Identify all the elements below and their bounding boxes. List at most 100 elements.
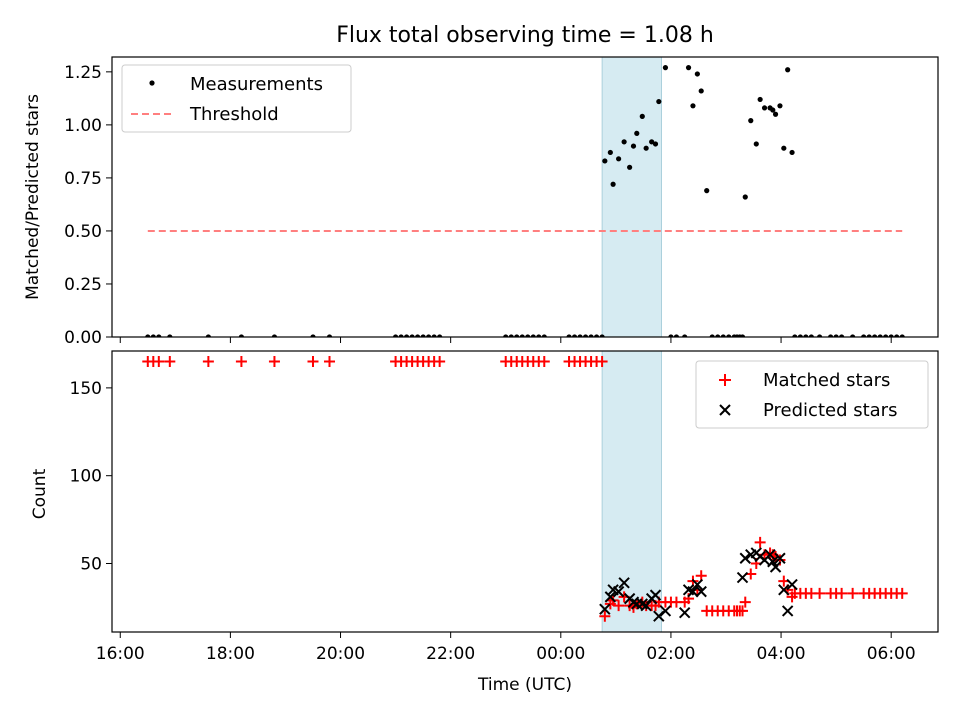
bottom-predicted-layer — [599, 547, 798, 622]
measurement-point — [621, 139, 627, 145]
measurement-point — [690, 103, 696, 109]
measurement-point — [850, 334, 856, 337]
bottom-y-ticks-label-0: 50 — [80, 555, 102, 575]
matched-star-marker — [737, 605, 749, 617]
measurement-point — [156, 334, 162, 337]
measurement-point — [704, 188, 710, 194]
measurement-point — [739, 334, 746, 337]
bottom-ylabel: Count — [30, 468, 50, 519]
top-legend: Measurements Threshold — [121, 64, 352, 133]
top-y-ticks-label-1: 0.25 — [64, 275, 102, 295]
bottom-y-ticks: 50 100 150 — [70, 379, 112, 575]
measurement-point — [145, 334, 151, 337]
measurement-point — [808, 334, 814, 337]
predicted-star-marker — [695, 585, 707, 598]
measurement-point — [673, 334, 680, 337]
measurement-point — [409, 334, 415, 337]
top-ylabel: Matched/Predicted stars — [23, 94, 43, 300]
predicted-star-marker — [649, 589, 662, 601]
predicted-star-marker — [786, 578, 798, 591]
matched-star-marker — [599, 610, 611, 622]
matched-star-marker — [613, 600, 625, 612]
measurement-point — [599, 334, 605, 337]
measurement-point — [150, 334, 156, 337]
measurement-point — [525, 334, 531, 337]
bottom-x-label-2: 20:00 — [316, 644, 365, 664]
bottom-x-ticks: 16:00 18:00 20:00 22:00 00:00 02:00 04:00 06:00 — [96, 632, 916, 664]
matched-star-marker — [324, 356, 336, 368]
measurement-point — [770, 107, 776, 113]
measurement-point — [530, 334, 536, 337]
measurement-point — [519, 334, 525, 337]
measurement-point — [398, 334, 404, 337]
measurement-point — [792, 334, 798, 337]
measurement-point — [392, 334, 399, 337]
top-panel: 0.00 0.25 0.50 0.75 1.00 1.25 Matched/Predict… — [23, 56, 939, 348]
measurement-point — [536, 334, 542, 337]
bottom-x-label-1: 18:00 — [206, 644, 255, 664]
measurement-point — [577, 334, 583, 337]
bottom-x-label-4: 00:00 — [536, 644, 585, 664]
top-x-ticks — [119, 337, 892, 343]
measurement-point — [894, 334, 900, 337]
measurement-point — [866, 334, 872, 337]
measurement-point — [238, 334, 245, 337]
top-span-rect — [601, 57, 662, 337]
legend-matched-marker — [719, 374, 731, 386]
measurement-point — [872, 334, 878, 337]
measurement-point — [785, 67, 791, 73]
measurement-point — [761, 105, 768, 111]
measurement-point — [420, 334, 426, 337]
measurement-point — [726, 334, 732, 337]
bottom-plot-frame — [111, 350, 939, 633]
measurement-point — [682, 334, 688, 337]
measurement-point — [839, 334, 845, 337]
top-y-ticks-label-5: 1.25 — [64, 63, 102, 83]
top-points-layer — [145, 65, 905, 337]
predicted-star-marker — [687, 585, 699, 598]
measurement-point — [748, 118, 754, 124]
measurement-point — [508, 334, 514, 337]
top-y-ticks-label-3: 0.75 — [64, 169, 102, 189]
bottom-legend: Matched stars Predicted stars — [695, 360, 929, 429]
top-plot-frame — [111, 56, 939, 338]
bottom-legend-frame — [695, 360, 929, 429]
measurement-point — [426, 334, 432, 337]
matched-star-marker — [836, 587, 848, 599]
measurement-point — [781, 145, 787, 151]
chart-title: Flux total observing time = 1.08 h — [336, 23, 714, 48]
measurement-point — [566, 334, 572, 337]
measurement-point — [899, 334, 905, 337]
measurement-point — [652, 141, 659, 147]
predicted-star-marker — [691, 578, 704, 591]
measurement-point — [271, 334, 278, 337]
measurement-point — [616, 156, 622, 162]
predicted-star-marker — [739, 552, 751, 564]
predicted-star-marker — [640, 599, 652, 612]
measurement-point — [167, 334, 173, 337]
measurement-point — [789, 149, 795, 156]
measurement-point — [720, 334, 726, 337]
matched-star-marker — [153, 356, 165, 368]
bottom-panel: 50 100 150 16:00 18:00 20:00 22:00 00:00 02:00 0… — [30, 350, 939, 695]
measurement-point — [757, 96, 763, 103]
matched-star-marker — [164, 356, 176, 368]
matched-star-marker — [235, 356, 247, 368]
measurement-point — [630, 143, 637, 149]
measurement-point — [571, 334, 578, 337]
predicted-star-marker — [781, 605, 794, 617]
predicted-star-marker — [599, 603, 611, 615]
measurement-point — [582, 334, 589, 337]
measurement-point — [797, 334, 803, 337]
predicted-star-marker — [778, 584, 790, 596]
measurement-point — [685, 65, 692, 71]
measurement-point — [541, 334, 547, 337]
measurement-point — [326, 334, 333, 337]
measurement-point — [715, 334, 721, 337]
bottom-x-label-0: 16:00 — [96, 644, 145, 664]
bottom-x-label-6: 04:00 — [757, 644, 806, 664]
measurement-point — [662, 65, 669, 71]
bottom-x-label-3: 22:00 — [426, 644, 475, 664]
